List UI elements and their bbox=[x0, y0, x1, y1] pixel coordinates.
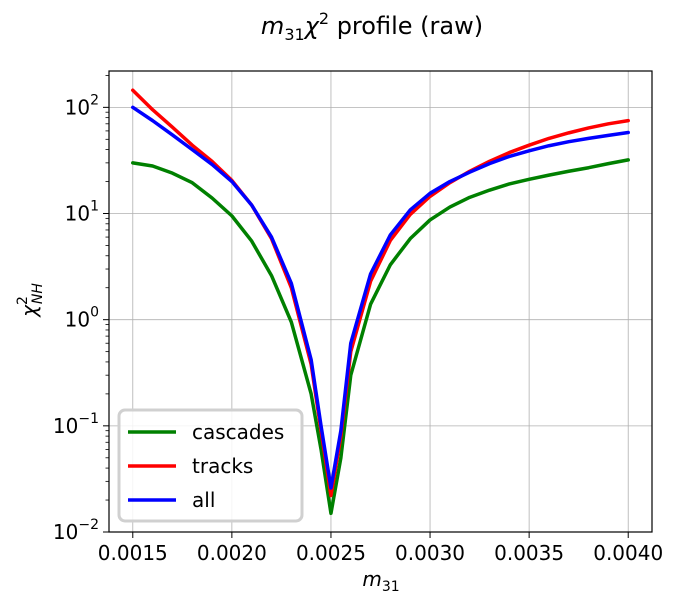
x-tick-label: 0.0030 bbox=[395, 541, 465, 565]
plot-frame bbox=[108, 70, 653, 533]
legend-label-cascades: cascades bbox=[192, 420, 284, 444]
x-tick-label: 0.0020 bbox=[197, 541, 267, 565]
y-axis-ticks: 10−2 10−1 100 101 102 bbox=[53, 74, 109, 544]
x-axis-ticks: 0.0015 0.0020 0.0025 0.0030 0.0035 0.0040 bbox=[98, 532, 663, 565]
x-tick-label: 0.0040 bbox=[593, 541, 663, 565]
y-tick-label: 100 bbox=[65, 305, 99, 332]
y-tick-label: 101 bbox=[65, 199, 99, 226]
legend-label-tracks: tracks bbox=[192, 454, 253, 478]
x-tick-label: 0.0025 bbox=[296, 541, 366, 565]
x-axis-label: m31 bbox=[362, 567, 399, 595]
legend-box bbox=[117, 408, 304, 523]
x-tick-label: 0.0035 bbox=[494, 541, 564, 565]
chart-title: m31χ2 profile (raw) bbox=[261, 9, 483, 44]
series-line-all bbox=[131, 105, 630, 490]
y-axis-label: χ2NH bbox=[15, 283, 46, 318]
y-tick-label: 10−2 bbox=[53, 517, 99, 544]
x-tick-label: 0.0015 bbox=[98, 541, 168, 565]
y-tick-label: 10−1 bbox=[53, 411, 99, 438]
legend: cascades tracks all bbox=[117, 408, 304, 523]
y-tick-label: 102 bbox=[65, 92, 99, 119]
series-line-cascades bbox=[131, 158, 630, 516]
legend-label-all: all bbox=[192, 488, 215, 512]
series-lines bbox=[131, 88, 630, 516]
